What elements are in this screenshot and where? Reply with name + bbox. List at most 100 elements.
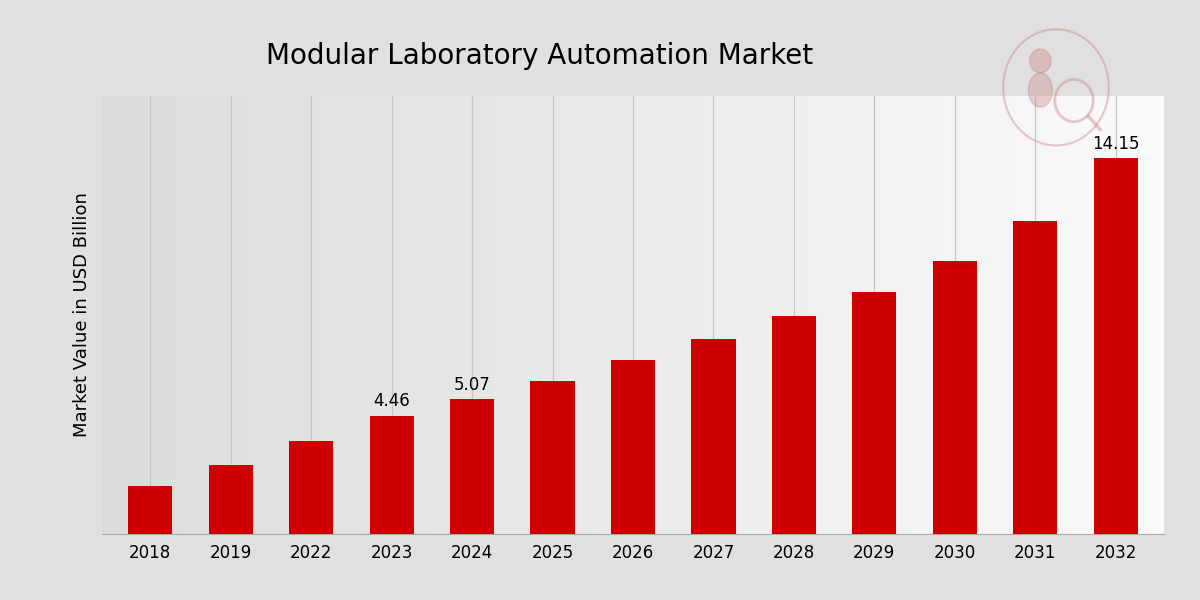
Bar [362, 96, 367, 534]
Bar [192, 96, 198, 534]
Bar [1153, 96, 1159, 534]
Bar [1015, 96, 1021, 534]
Bar [485, 96, 490, 534]
Bar [532, 96, 538, 534]
Bar [670, 96, 676, 534]
Bar [490, 96, 494, 534]
Bar [181, 96, 187, 534]
Bar [144, 96, 150, 534]
Bar [580, 96, 586, 534]
Bar [718, 96, 724, 534]
Bar [511, 96, 516, 534]
Bar [643, 96, 649, 534]
Bar [389, 96, 394, 534]
Bar [437, 96, 442, 534]
Bar [772, 96, 776, 534]
Bar [299, 96, 304, 534]
Bar [272, 96, 277, 534]
Bar [787, 96, 792, 534]
Bar [457, 96, 463, 534]
Bar [468, 96, 474, 534]
Bar [450, 400, 494, 534]
Bar [776, 96, 781, 534]
Bar [559, 96, 564, 534]
Ellipse shape [1028, 73, 1052, 107]
Bar [856, 96, 862, 534]
Bar [347, 96, 352, 534]
Bar [1159, 96, 1164, 534]
Bar [1111, 96, 1116, 534]
Bar [209, 465, 253, 534]
Bar [479, 96, 485, 534]
Bar [394, 96, 400, 534]
Bar [410, 96, 415, 534]
Bar [1148, 96, 1153, 534]
Bar [814, 96, 818, 534]
Bar [251, 96, 256, 534]
Bar [772, 316, 816, 534]
Bar [370, 416, 414, 534]
Bar [500, 96, 505, 534]
Bar [420, 96, 426, 534]
Bar [809, 96, 814, 534]
Bar [1052, 96, 1058, 534]
Bar [781, 96, 787, 534]
Bar [936, 96, 941, 534]
Bar [404, 96, 410, 534]
Bar [214, 96, 218, 534]
Bar [697, 96, 702, 534]
Bar [686, 96, 691, 534]
Bar [724, 96, 728, 534]
Bar [426, 96, 431, 534]
Bar [293, 96, 299, 534]
Bar [1122, 96, 1127, 534]
Bar [654, 96, 660, 534]
Bar [1105, 96, 1111, 534]
Bar [542, 96, 548, 534]
Bar [611, 360, 655, 534]
Bar [660, 96, 665, 534]
Bar [277, 96, 282, 534]
Bar [282, 96, 288, 534]
Text: 4.46: 4.46 [373, 392, 410, 410]
Bar [575, 96, 580, 534]
Bar [803, 96, 809, 534]
Bar [452, 96, 457, 534]
Bar [829, 96, 835, 534]
Bar [761, 96, 766, 534]
Bar [1058, 96, 1063, 534]
Bar [882, 96, 888, 534]
Bar [176, 96, 181, 534]
Y-axis label: Market Value in USD Billion: Market Value in USD Billion [73, 193, 91, 437]
Bar [548, 96, 553, 534]
Bar [904, 96, 910, 534]
Bar [139, 96, 144, 534]
Bar [289, 441, 334, 534]
Bar [702, 96, 707, 534]
Bar [522, 96, 527, 534]
Text: 14.15: 14.15 [1092, 135, 1140, 153]
Bar [373, 96, 378, 534]
Bar [713, 96, 718, 534]
Bar [862, 96, 866, 534]
Bar [845, 96, 851, 534]
Bar [941, 96, 947, 534]
Bar [638, 96, 643, 534]
Bar [474, 96, 479, 534]
Bar [1013, 221, 1057, 534]
Bar [325, 96, 330, 534]
Bar [203, 96, 209, 534]
Bar [102, 96, 107, 534]
Bar [155, 96, 161, 534]
Bar [947, 96, 952, 534]
Bar [352, 96, 356, 534]
Bar [1138, 96, 1142, 534]
Bar [304, 96, 310, 534]
Bar [989, 96, 994, 534]
Bar [932, 260, 977, 534]
Bar [505, 96, 511, 534]
Bar [1031, 96, 1037, 534]
Bar [956, 96, 962, 534]
Bar [728, 96, 734, 534]
Bar [530, 382, 575, 534]
